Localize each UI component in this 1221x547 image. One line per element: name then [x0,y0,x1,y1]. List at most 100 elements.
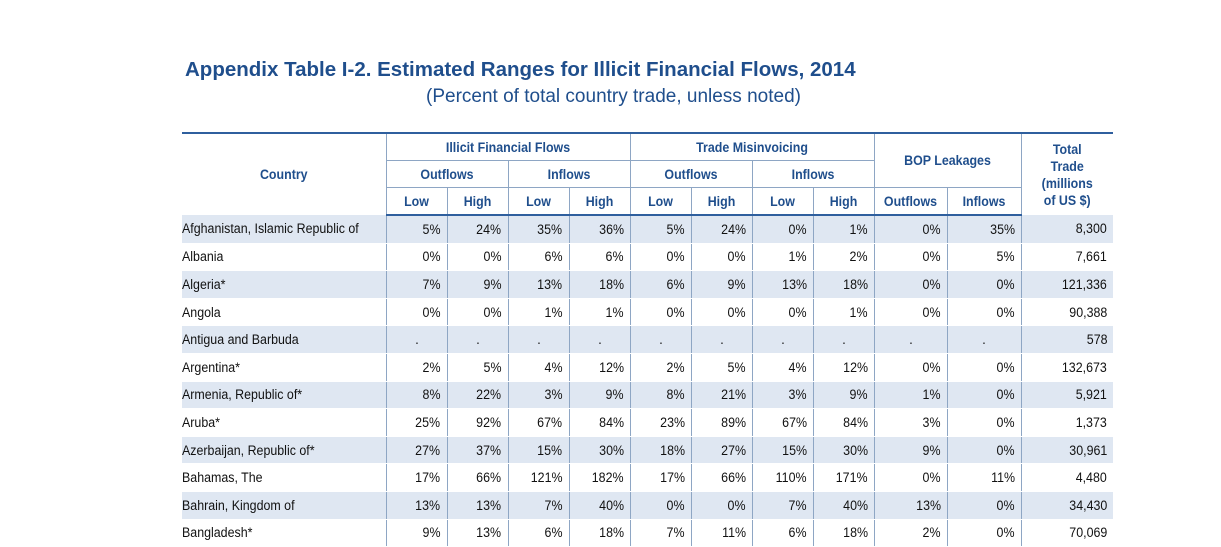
table-cell: 84% [812,408,875,437]
header-tm-out-low: Low [632,187,689,216]
country-name: Bahrain, Kingdom of [182,491,386,520]
table-cell-value: 0% [483,304,502,320]
table-cell: 3% [507,381,569,410]
table-cell-value: 84% [598,414,624,430]
table-cell: 66% [446,463,508,492]
table-cell: 6% [751,519,814,547]
table-cell-value: 21% [720,387,746,403]
table-cell: 9% [568,381,631,410]
table-row: Armenia, Republic of* 8% 22% 3% 9% 8% 21% 3% 9% 1… [182,381,1114,410]
table-cell-value: 0% [922,359,941,375]
table-cell: 17% [629,463,692,492]
table-cell: 4% [507,353,569,382]
table-cell: 15% [751,436,814,465]
table-cell: 30% [812,436,875,465]
table-cell-value: 6% [544,249,563,265]
table-cell-value: 9% [483,276,502,292]
table-cell: . [812,325,875,354]
table-cell: 121% [507,463,569,492]
table-cell-value: 18% [598,525,624,541]
table-cell-value: 0% [922,249,941,265]
table-cell: 8% [385,381,447,410]
table-cell-value: 37% [476,442,502,458]
table-cell: 7% [507,491,569,520]
table-cell-value: 6% [544,525,563,541]
table-cell-value: 12% [598,359,624,375]
table-cell-value: 8,300 [1075,221,1108,237]
country-name-text: Aruba* [182,414,220,430]
table-cell-value: 0% [922,470,941,486]
table-cell-value: 1% [544,304,563,320]
table-subtitle: (Percent of total country trade, unless … [426,86,801,107]
table-cell: . [946,325,1022,354]
table-cell: 6% [568,243,631,272]
table-cell-value: 13% [781,276,807,292]
table-cell: 9% [873,436,948,465]
table-cell-value: 12% [842,359,868,375]
table-row: Angola 0% 0% 1% 1% 0% 0% 0% 1% 0% 0% 90,388 [182,298,1114,327]
table-cell-value: . [414,332,419,348]
table-cell-value: 1% [605,304,624,320]
table-cell-value: 30,961 [1069,442,1108,458]
table-cell: 35% [507,215,569,244]
table-cell: 66% [690,463,753,492]
table-cell: . [507,325,569,354]
table-cell-value: 66% [476,470,502,486]
table-cell-value: 40% [598,497,624,513]
table-cell-value: 0% [996,304,1015,320]
table-row: Azerbaijan, Republic of* 27% 37% 15% 30% 18% 2… [182,436,1114,465]
country-name: Azerbaijan, Republic of* [182,436,386,465]
table-cell-value: 23% [659,414,685,430]
table-cell-value: 25% [415,414,441,430]
header-iff-outflows: Outflows [390,160,504,188]
table-cell: 5% [690,353,753,382]
table-cell: 5% [385,215,447,244]
country-name: Aruba* [182,408,386,437]
table-cell: 6% [507,519,569,547]
table-cell: 37% [446,436,508,465]
country-name: Argentina* [182,353,386,382]
table-cell: 1% [507,298,569,327]
table-cell-value: . [536,332,541,348]
table-cell: 1% [873,381,948,410]
header-tm-in-low: Low [754,187,811,216]
country-name-text: Angola [182,304,221,320]
table-cell: 30,961 [1020,436,1114,465]
table-cell-value: . [908,332,913,348]
table-cell-value: 30% [842,442,868,458]
table-cell: 7% [385,270,447,299]
table-cell-value: 67% [537,414,563,430]
table-cell-value: 0% [996,497,1015,513]
table-cell-value: 3% [544,387,563,403]
table-cell: . [629,325,692,354]
table-cell: 0% [873,463,948,492]
table-cell-value: 4% [788,359,807,375]
table-cell-value: 66% [720,470,746,486]
table-cell: 0% [690,491,753,520]
table-cell-value: 18% [598,276,624,292]
table-cell-value: 18% [842,525,868,541]
table-cell: 0% [873,298,948,327]
table-cell: 7% [629,519,692,547]
table-cell-value: 9% [422,525,441,541]
table-cell-value: 6% [666,276,685,292]
table-cell: 0% [751,215,814,244]
table-cell-value: 5% [727,359,746,375]
table-cell: 13% [873,491,948,520]
table-cell: 2% [812,243,875,272]
table-cell-value: 1% [788,249,807,265]
table-cell: 2% [873,519,948,547]
table-cell: 0% [946,436,1022,465]
table-cell-value: 5% [666,221,685,237]
table-cell-value: 0% [483,249,502,265]
table-cell: 27% [690,436,753,465]
table-row: Antigua and Barbuda.......... 578 [182,325,1114,354]
table-cell: 0% [446,243,508,272]
table-cell: 132,673 [1020,353,1114,382]
table-cell-value: 8% [666,387,685,403]
table-cell-value: 0% [996,387,1015,403]
table-cell: 9% [385,519,447,547]
country-name-text: Armenia, Republic of* [182,387,303,403]
table-cell-value: 36% [598,221,624,237]
header-bop-leakages: BOP Leakages [879,132,1016,188]
